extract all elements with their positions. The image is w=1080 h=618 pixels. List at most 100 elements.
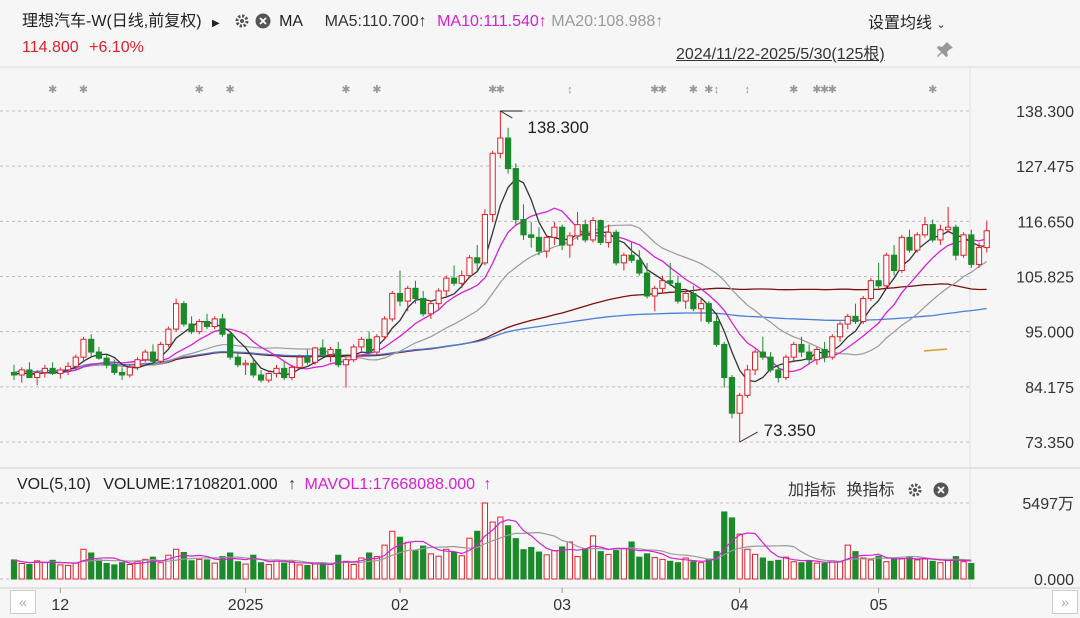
candle-body [674,282,682,302]
volume-bar [142,558,149,580]
chart-header: 理想汽车-W(日线,前复权) ▶ MA MA5:110.700↑ MA10:11… [22,7,663,31]
candle-body [921,224,929,236]
ma-settings-label: 设置均线 [868,15,933,32]
volume-bar [188,560,195,580]
switch-indicator-button[interactable]: 换指标 [846,482,895,499]
volume-bar [134,561,141,580]
event-marker: ↕ [567,84,573,96]
candle-body [713,320,720,345]
volume-bar [203,559,211,580]
volume-bar [49,559,56,580]
mavol1-arrow: ↑ [483,476,492,493]
volume-bar [775,559,782,580]
candle-body [173,303,180,330]
candle-body [466,257,473,277]
event-marker: ✱ [812,84,821,96]
ma5-line [13,177,987,383]
volume-bar [582,548,589,580]
candle-body [582,224,589,241]
candle-body [296,356,303,368]
ma-settings-button[interactable]: 设置均线 ⌄ [868,9,946,33]
candle-body [775,369,782,379]
volume-bar [427,553,434,580]
volume-bar [311,563,319,580]
volume-bar [690,561,697,580]
volume-bar [921,558,929,580]
candle-body [597,220,604,243]
candle-body [188,323,195,333]
candle-body [134,359,141,368]
volume-bar [126,563,133,580]
candle-body [64,365,72,371]
candle-body [875,280,882,287]
volume-bar [759,557,766,580]
vol-label[interactable]: VOL(5,10) [17,476,91,493]
close-icon[interactable] [933,482,949,498]
candle-body [975,247,983,265]
candle-body [574,224,581,237]
volume-bar [373,556,380,580]
candle-body [412,287,419,300]
event-marker: ✱ [658,84,667,96]
volume-bar [852,551,859,580]
candle-body [450,277,458,284]
candle-body [690,292,697,310]
caret-right-icon[interactable]: ▶ [212,18,220,29]
event-marker: ✱ [928,84,937,96]
event-marker: ✱ [48,84,57,96]
mavol-arrow-pre: ↑ [288,476,297,493]
candle-body [613,231,620,264]
volume-bar [435,555,442,580]
volume-bar [551,550,558,580]
volume-bar [937,562,944,580]
candle-body [651,287,658,297]
gear-icon[interactable] [234,13,250,29]
event-marker: ↕ [714,84,720,96]
gear-icon[interactable] [907,482,923,498]
candle-body [744,369,751,396]
low-pointer [739,431,758,443]
candle-body [983,230,990,249]
close-icon[interactable] [255,13,271,29]
candle-body [304,356,311,363]
volume-bar [597,551,604,580]
volume-bar [721,511,728,580]
volume-bar [420,545,427,580]
pin-icon[interactable] [935,40,955,60]
volume-bar [450,551,458,580]
candle-body [636,259,643,274]
candle-body [890,254,898,272]
volume-bar [813,562,820,580]
mavol1-line [13,519,972,566]
candle-body [497,137,504,154]
ma5-arrow: ↑ [418,13,427,30]
candle-body [821,349,828,358]
indicator-tools: 加指标 换指标 [788,476,949,500]
volume-bar [790,561,797,580]
candle-body [759,351,766,358]
date-range[interactable]: 2024/11/22-2025/5/30(125根) [676,46,885,63]
volume-bar [180,551,187,580]
candle-body [667,280,674,284]
event-marker: ↕ [745,84,751,96]
scroll-left-button[interactable]: « [10,590,36,614]
candle-body [489,152,496,215]
volume-bar [844,544,851,580]
volume-bar [458,555,465,580]
scroll-right-button[interactable]: » [1052,590,1078,614]
volume-bar [335,554,342,580]
candle-body [34,371,41,379]
candle-body [474,257,481,264]
ma-label: MA [279,13,303,30]
add-indicator-button[interactable]: 加指标 [788,482,837,499]
candle-body [257,374,265,381]
volume-bar [651,557,658,580]
volume-bar [327,563,334,580]
candle-body [250,362,257,376]
stock-name[interactable]: 理想汽车-W [22,13,107,30]
volume-bar [34,560,41,580]
event-marker: ✱ [789,84,798,96]
event-marker: ✱ [372,84,381,96]
x-tick-label: 12 [51,597,69,614]
